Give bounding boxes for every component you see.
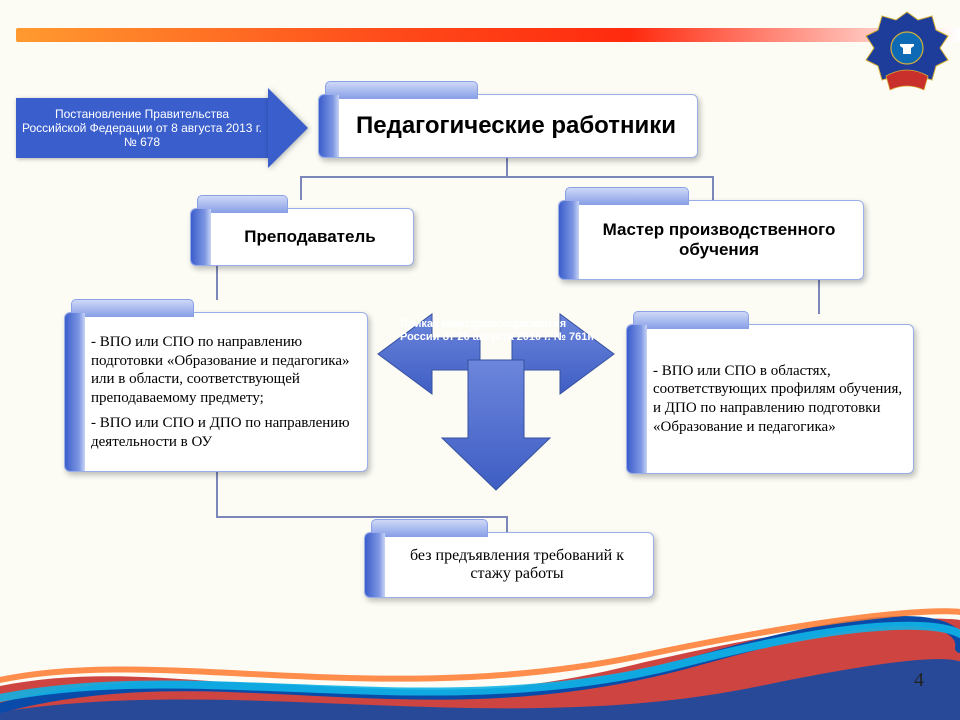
- node-leftbar: [559, 201, 579, 279]
- connector: [712, 176, 714, 200]
- decree-text: Постановление Правительства Российской Ф…: [22, 107, 262, 149]
- node-tab: [633, 311, 749, 329]
- node-experience-label: без предъявления требований к стажу рабо…: [391, 547, 643, 583]
- node-tab: [371, 519, 488, 537]
- node-experience: без предъявления требований к стажу рабо…: [364, 532, 654, 598]
- connector: [506, 516, 508, 532]
- node-leftbar: [191, 209, 211, 265]
- node-tab: [71, 299, 194, 317]
- teacher-req-line2: - ВПО или СПО и ДПО по направлению деяте…: [91, 414, 357, 452]
- node-teacher-label: Преподаватель: [244, 227, 375, 247]
- node-leftbar: [65, 313, 85, 471]
- teacher-req-line1: - ВПО или СПО по направлению подготовки …: [91, 333, 357, 408]
- node-tab: [325, 81, 478, 99]
- node-teacher: Преподаватель: [190, 208, 414, 266]
- order-text: Приказ Минздравсоцразвития России от 26 …: [400, 318, 600, 344]
- node-root-label: Педагогические работники: [356, 112, 676, 140]
- page-number: 4: [914, 669, 924, 692]
- emblem-icon: [864, 6, 950, 98]
- node-tab: [565, 187, 689, 205]
- node-leftbar: [319, 95, 339, 157]
- top-accent-bar: [16, 28, 960, 42]
- node-teacher-req: - ВПО или СПО по направлению подготовки …: [64, 312, 368, 472]
- connector: [216, 472, 218, 516]
- connector: [818, 280, 820, 314]
- connector: [216, 516, 508, 518]
- slide-stage: Постановление Правительства Российской Ф…: [0, 0, 960, 720]
- node-master-label: Мастер производственного обучения: [585, 220, 853, 260]
- connector: [506, 158, 508, 176]
- master-req-text: - ВПО или СПО в областях, соответствующи…: [653, 362, 903, 437]
- node-master-req: - ВПО или СПО в областях, соответствующи…: [626, 324, 914, 474]
- decree-arrow: Постановление Правительства Российской Ф…: [16, 98, 306, 158]
- node-leftbar: [627, 325, 647, 473]
- connector: [216, 266, 218, 300]
- node-master: Мастер производственного обучения: [558, 200, 864, 280]
- node-leftbar: [365, 533, 385, 597]
- bottom-waves: [0, 590, 960, 720]
- node-root: Педагогические работники: [318, 94, 698, 158]
- connector: [300, 176, 302, 200]
- connector: [300, 176, 714, 178]
